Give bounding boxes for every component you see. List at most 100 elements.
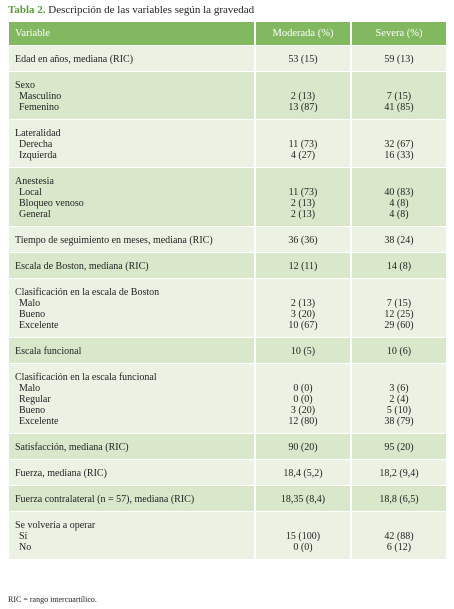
moderada-value: 3 (20) <box>290 405 316 416</box>
moderada-cell: 0 (0) 0 (0) 3 (20) 12 (80) <box>256 364 350 433</box>
severa-cell: 42 (88) 6 (12) <box>352 512 446 559</box>
severa-cell: 40 (83) 4 (8) 4 (8) <box>352 168 446 226</box>
sub-label: Malo <box>19 383 41 394</box>
moderada-cell: 12 (11) <box>256 253 350 278</box>
severa-cell: 7 (15) 12 (25) 29 (60) <box>352 279 446 337</box>
variable-label: Lateralidad <box>15 128 61 139</box>
severa-value: 32 (67) <box>384 139 414 150</box>
variable-cell: Fuerza, mediana (RIC) <box>9 460 254 485</box>
table-row: Anestesia Local Bloqueo venoso General 11 (… <box>9 168 446 226</box>
variable-cell: Clasificación en la escala de Boston Malo… <box>9 279 254 337</box>
spacer <box>358 128 440 139</box>
severa-value: 29 (60) <box>384 320 414 331</box>
moderada-value: 18,4 (5,2) <box>283 468 323 479</box>
variable-label: Edad en años, mediana (RIC) <box>15 54 134 65</box>
variable-cell: Anestesia Local Bloqueo venoso General <box>9 168 254 226</box>
table-row: Escala de Boston, mediana (RIC) 12 (11) 14… <box>9 253 446 278</box>
severa-value: 41 (85) <box>384 102 414 113</box>
spacer <box>358 80 440 91</box>
table-row: Se volvería a operar Sí No 15 (100) 0 (0) 4… <box>9 512 446 559</box>
severa-cell: 59 (13) <box>352 46 446 71</box>
table-row: Clasificación en la escala de Boston Malo… <box>9 279 446 337</box>
moderada-value: 11 (73) <box>288 139 318 150</box>
sub-label: Bloqueo venoso <box>19 198 84 209</box>
severa-value: 3 (6) <box>389 383 409 394</box>
moderada-cell: 2 (13) 3 (20) 10 (67) <box>256 279 350 337</box>
severa-cell: 3 (6) 2 (4) 5 (10) 38 (79) <box>352 364 446 433</box>
variable-cell: Clasificación en la escala funcional Malo… <box>9 364 254 433</box>
severa-value: 4 (8) <box>389 198 409 209</box>
variable-label: Escala de Boston, mediana (RIC) <box>15 261 149 272</box>
sub-label: Excelente <box>19 416 59 427</box>
severa-cell: 38 (24) <box>352 227 446 252</box>
sub-label: Local <box>19 187 42 198</box>
moderada-cell: 10 (5) <box>256 338 350 363</box>
severa-value: 5 (10) <box>386 405 412 416</box>
severa-value: 4 (8) <box>389 209 409 220</box>
sub-label: Bueno <box>19 405 46 416</box>
spacer <box>358 520 440 531</box>
severa-value: 18,2 (9,4) <box>379 468 419 479</box>
table-row: Fuerza contralateral (n = 57), mediana (… <box>9 486 446 511</box>
severa-value: 40 (83) <box>384 187 414 198</box>
severa-value: 42 (88) <box>384 531 414 542</box>
moderada-cell: 36 (36) <box>256 227 350 252</box>
moderada-value: 11 (73) <box>288 187 318 198</box>
sub-label: Derecha <box>19 139 53 150</box>
spacer <box>262 372 344 383</box>
variable-label: Anestesia <box>15 176 54 187</box>
moderada-value: 36 (36) <box>288 235 318 246</box>
severa-cell: 7 (15) 41 (85) <box>352 72 446 119</box>
moderada-value: 4 (27) <box>290 150 316 161</box>
spacer <box>262 128 344 139</box>
table-row: Escala funcional 10 (5) 10 (6) <box>9 338 446 363</box>
severa-cell: 18,8 (6,5) <box>352 486 446 511</box>
severa-cell: 10 (6) <box>352 338 446 363</box>
severa-value: 10 (6) <box>386 346 412 357</box>
moderada-value: 0 (0) <box>293 394 313 405</box>
variable-label: Clasificación en la escala funcional <box>15 372 157 383</box>
table-row: Satisfacción, mediana (RIC) 90 (20) 95 (20… <box>9 434 446 459</box>
table: Variable Moderada (%) Severa (%) Edad en… <box>7 21 448 560</box>
variable-label: Fuerza, mediana (RIC) <box>15 468 107 479</box>
table-row: Lateralidad Derecha Izquierda 11 (73) 4 (27… <box>9 120 446 167</box>
moderada-value: 53 (15) <box>288 54 318 65</box>
moderada-value: 10 (5) <box>290 346 316 357</box>
table-row: Fuerza, mediana (RIC) 18,4 (5,2) 18,2 (9,4… <box>9 460 446 485</box>
table-row: Clasificación en la escala funcional Malo… <box>9 364 446 433</box>
moderada-cell: 18,4 (5,2) <box>256 460 350 485</box>
severa-cell: 32 (67) 16 (33) <box>352 120 446 167</box>
table-row: Tiempo de seguimiento en meses, mediana … <box>9 227 446 252</box>
moderada-value: 15 (100) <box>285 531 321 542</box>
sub-label: Bueno <box>19 309 46 320</box>
sub-label: Sí <box>19 531 28 542</box>
spacer <box>262 520 344 531</box>
sub-label: Izquierda <box>19 150 57 161</box>
moderada-cell: 2 (13) 13 (87) <box>256 72 350 119</box>
moderada-value: 90 (20) <box>288 442 318 453</box>
moderada-value: 2 (13) <box>290 91 316 102</box>
moderada-value: 18,35 (8,4) <box>280 494 326 505</box>
variable-cell: Tiempo de seguimiento en meses, mediana … <box>9 227 254 252</box>
moderada-value: 2 (13) <box>290 198 316 209</box>
severa-value: 14 (8) <box>386 261 412 272</box>
severa-value: 2 (4) <box>389 394 409 405</box>
moderada-value: 13 (87) <box>288 102 318 113</box>
footnote: RIC = rango intercuartílico. <box>8 595 97 604</box>
sub-label: Masculino <box>19 91 62 102</box>
moderada-value: 12 (80) <box>288 416 318 427</box>
severa-cell: 14 (8) <box>352 253 446 278</box>
severa-value: 38 (79) <box>384 416 414 427</box>
moderada-cell: 11 (73) 4 (27) <box>256 120 350 167</box>
title-label: Tabla 2. <box>8 4 46 16</box>
variable-cell: Edad en años, mediana (RIC) <box>9 46 254 71</box>
variable-label: Clasificación en la escala de Boston <box>15 287 160 298</box>
header-row: Variable Moderada (%) Severa (%) <box>9 22 446 45</box>
variable-cell: Lateralidad Derecha Izquierda <box>9 120 254 167</box>
sub-label: Femenino <box>19 102 59 113</box>
moderada-value: 0 (0) <box>293 542 313 553</box>
moderada-value: 0 (0) <box>293 383 313 394</box>
title-text: Descripción de las variables según la gr… <box>48 4 255 16</box>
variable-label: Satisfacción, mediana (RIC) <box>15 442 129 453</box>
